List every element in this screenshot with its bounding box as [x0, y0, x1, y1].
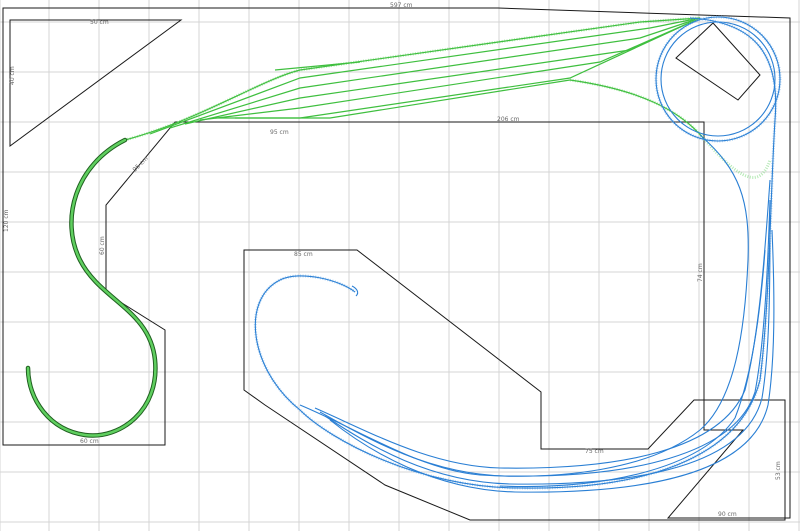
blue-tracks[interactable]	[253, 15, 782, 493]
dimension-labels: 597 cm 206 cm 50 cm 40 cm 120 cm 60 cm 9…	[3, 2, 782, 518]
s-curve-track	[26, 138, 157, 437]
dim-left-mid: 60 cm	[99, 236, 106, 255]
dim-bottom-mid: 75 cm	[585, 448, 604, 455]
blue-parallel-4	[324, 214, 771, 485]
green-track	[235, 79, 571, 119]
right-small-square[interactable]	[675, 22, 761, 101]
blue-loop	[655, 16, 781, 142]
dim-left-side: 120 cm	[3, 209, 10, 232]
blue-parallel-2	[314, 179, 771, 469]
blue-mainline	[254, 17, 777, 489]
dim-left-corner: 95 cm	[131, 155, 149, 173]
dim-bottom-left: 60 cm	[80, 438, 99, 445]
left-s-curve[interactable]	[25, 137, 158, 438]
blue-loop-inner	[660, 21, 776, 137]
upper-left-triangle[interactable]	[9, 19, 183, 147]
blue-end-stub	[351, 285, 359, 297]
green-track	[215, 17, 701, 119]
blue-parallel-3	[319, 199, 771, 477]
blue-parallel-5	[329, 229, 775, 493]
green-yard[interactable]	[124, 16, 772, 179]
green-track	[199, 17, 701, 121]
blue-parallel-6	[499, 249, 766, 488]
dim-right-side: 53 cm	[775, 461, 782, 480]
green-track	[169, 17, 701, 129]
dim-inner-top: 206 cm	[497, 116, 520, 123]
green-track	[184, 17, 701, 125]
blue-parallel-1	[299, 134, 749, 477]
green-track	[149, 17, 701, 135]
main-outline[interactable]	[2, 7, 791, 519]
dim-center-right: 74 cm	[697, 263, 704, 282]
dim-upper-left: 50 cm	[90, 19, 109, 26]
dim-bottom-right: 90 cm	[718, 511, 737, 518]
green-branch	[569, 79, 706, 141]
green-short	[274, 61, 361, 71]
benchwork	[2, 7, 791, 521]
dim-top-left-label: 95 cm	[270, 129, 289, 136]
dim-center-top: 85 cm	[294, 251, 313, 258]
dim-left-top: 40 cm	[9, 66, 16, 85]
inner-island[interactable]	[243, 249, 786, 521]
green-track	[124, 17, 701, 141]
dim-top-width: 597 cm	[390, 2, 413, 9]
